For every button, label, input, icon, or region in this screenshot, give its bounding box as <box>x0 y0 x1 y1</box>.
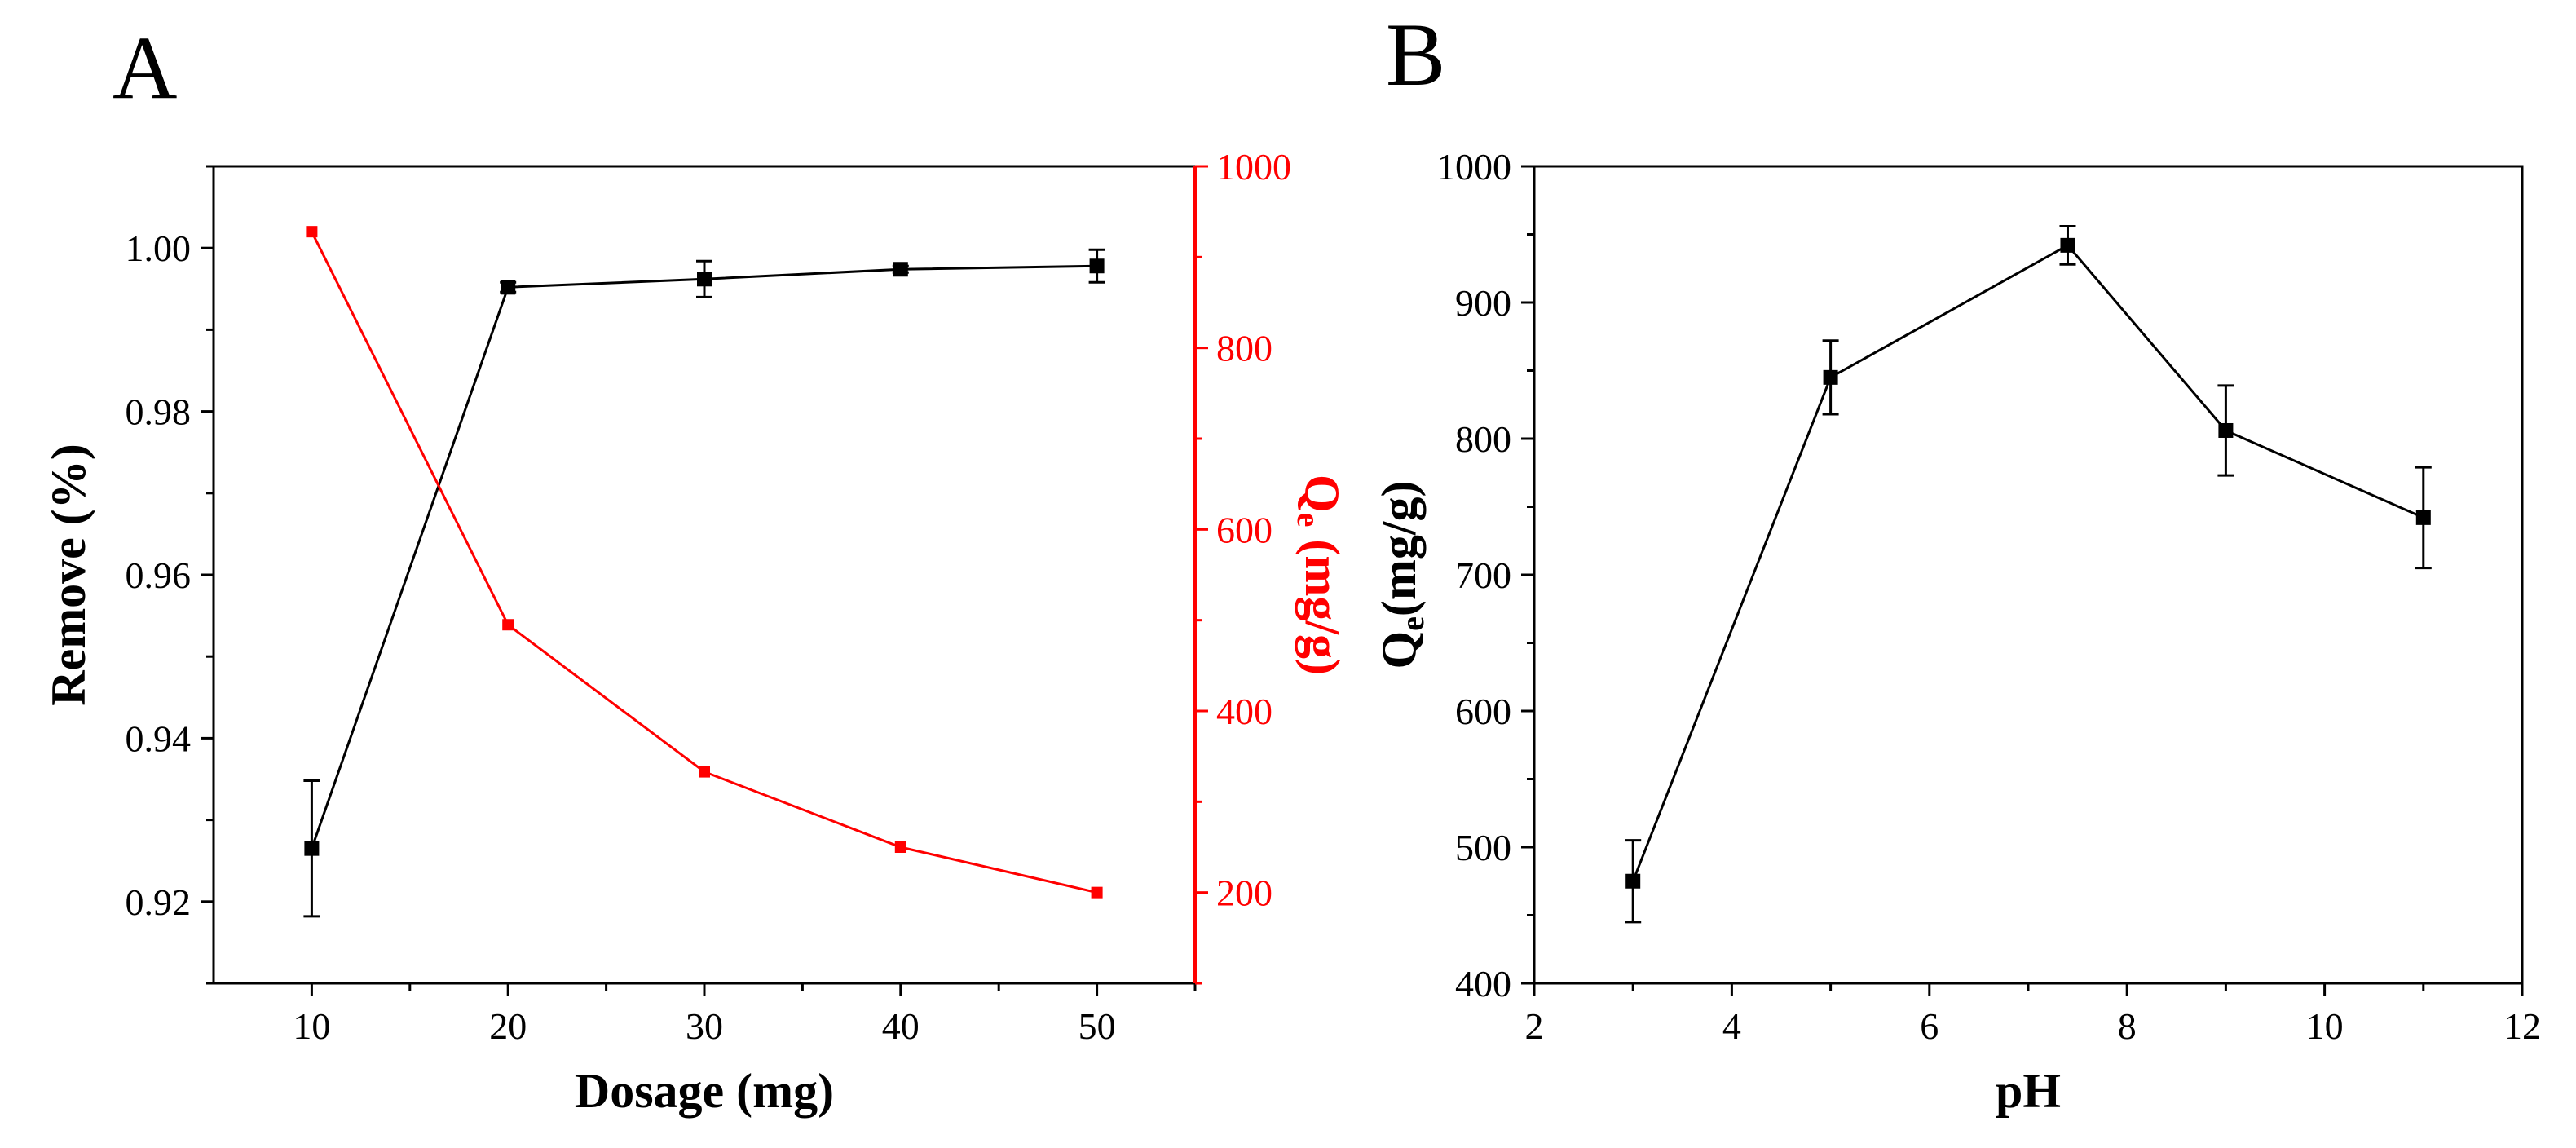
data-point-a-0 <box>697 272 712 287</box>
y-axis-title-a: Remove (%) <box>42 444 95 706</box>
x-tick-label-a: 10 <box>293 1005 330 1047</box>
y-axis-title-b-rest: (mg/g) <box>1372 480 1426 616</box>
x-tick-label-b: 4 <box>1722 1005 1741 1047</box>
y-axis-title-b-sub: e <box>1394 616 1431 631</box>
x-tick-label-b: 10 <box>2306 1005 2344 1047</box>
data-point-a-0 <box>1089 258 1105 274</box>
y-axis-title-b-main: Q <box>1372 631 1426 669</box>
y-tick-label-a: 0.96 <box>126 554 192 596</box>
y-tick-label-b: 500 <box>1455 827 1511 868</box>
y-right-tick-label-a: 200 <box>1216 872 1273 914</box>
panel-letter-b: B <box>1386 5 1445 104</box>
data-point-b <box>2415 510 2431 525</box>
data-point-a-1 <box>306 226 318 238</box>
data-point-a-0 <box>893 262 908 277</box>
data-point-b <box>2060 237 2075 253</box>
data-point-a-1 <box>502 619 514 631</box>
y-tick-label-b: 700 <box>1455 554 1511 596</box>
data-point-a-1 <box>894 841 906 853</box>
data-point-b <box>2218 422 2234 438</box>
x-tick-label-a: 20 <box>489 1005 527 1047</box>
x-tick-label-a: 40 <box>882 1005 920 1047</box>
y-tick-label-a: 0.94 <box>126 718 192 759</box>
x-axis-title-a: Dosage (mg) <box>575 1064 834 1118</box>
y-right-tick-label-a: 600 <box>1216 509 1273 550</box>
data-point-a-1 <box>1091 886 1103 899</box>
x-tick-label-b: 6 <box>1920 1005 1939 1047</box>
chart-b: 2 4 6 8 10 12 400 500 600 700 800 900 1000 pH Qe(mg/g) <box>1372 146 2541 1118</box>
y-tick-label-b: 1000 <box>1436 146 1511 188</box>
x-tick-label-b: 12 <box>2503 1005 2541 1047</box>
x-axis-title-b: pH <box>1996 1064 2061 1118</box>
x-tick-label-b: 8 <box>2118 1005 2137 1047</box>
y-tick-label-a: 0.92 <box>126 881 192 923</box>
y-right-tick-label-a: 1000 <box>1216 146 1291 188</box>
x-tick-label-b: 2 <box>1525 1005 1544 1047</box>
data-point-b <box>1625 873 1641 889</box>
y-right-tick-label-a: 800 <box>1216 328 1273 369</box>
y-right-tick-label-a: 400 <box>1216 691 1273 732</box>
y-tick-label-a: 0.98 <box>126 391 192 433</box>
panel-letter-a: A <box>112 18 177 117</box>
y-tick-label-b: 400 <box>1455 963 1511 1004</box>
x-tick-label-a: 50 <box>1078 1005 1116 1047</box>
plot-frame-b <box>1533 165 2524 985</box>
data-point-a-1 <box>699 766 710 778</box>
y-axis-title-b: Qe(mg/g) <box>1372 480 1431 669</box>
y-right-axis-title-a-main: Q <box>1295 475 1349 513</box>
y-tick-label-a: 1.00 <box>126 227 192 269</box>
data-point-b <box>1823 369 1838 385</box>
y-right-axis-title-a-sub: e <box>1290 513 1327 528</box>
series-line-a-0 <box>310 264 1097 850</box>
y-tick-label-b: 800 <box>1455 418 1511 460</box>
y-tick-label-b: 600 <box>1455 691 1511 732</box>
y-tick-label-b: 900 <box>1455 282 1511 324</box>
series-line-b <box>1631 243 2424 882</box>
series-line-a-1 <box>311 231 1097 894</box>
x-tick-label-a: 30 <box>686 1005 723 1047</box>
y-right-axis-title-a: Qe (mg/g) <box>1290 475 1349 675</box>
chart-a: 10 20 30 40 50 0.92 0.94 0.96 0.98 1.00 200 400 600 8… <box>42 146 1349 1118</box>
data-point-a-0 <box>501 280 516 295</box>
data-point-a-0 <box>304 841 320 856</box>
y-right-axis-title-a-rest: (mg/g) <box>1295 527 1349 675</box>
